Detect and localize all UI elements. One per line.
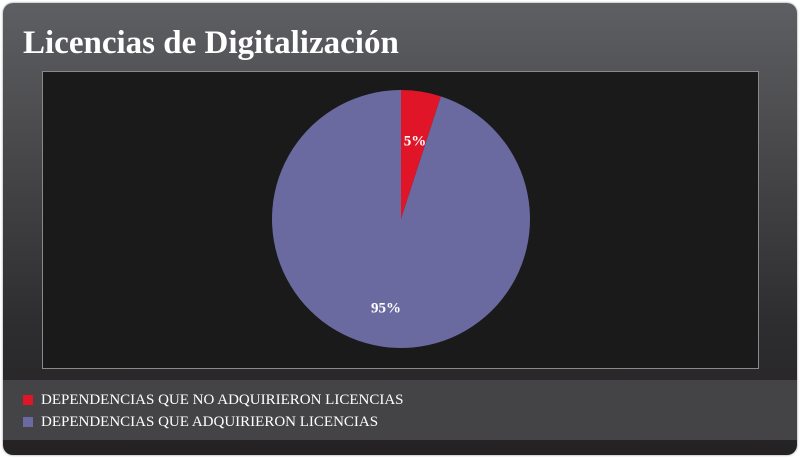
legend-swatch-no-adquirieron — [23, 395, 33, 405]
pie-label-no-adquirieron: 5% — [404, 133, 427, 149]
legend-swatch-adquirieron — [23, 417, 33, 427]
pie-slice-adquirieron[interactable] — [272, 90, 530, 348]
legend: DEPENDENCIAS QUE NO ADQUIRIERON LICENCIA… — [3, 380, 797, 440]
pie-label-adquirieron: 95% — [371, 300, 401, 316]
legend-label-no-adquirieron: DEPENDENCIAS QUE NO ADQUIRIERON LICENCIA… — [41, 391, 404, 408]
chart-panel: Licencias de Digitalización 5% 95% DEPEND… — [3, 3, 797, 455]
pie-slice-no-adquirieron[interactable] — [401, 90, 441, 219]
legend-label-adquirieron: DEPENDENCIAS QUE ADQUIRIERON LICENCIAS — [41, 413, 379, 430]
pie-chart: 5% 95% — [272, 90, 530, 348]
legend-item-no-adquirieron[interactable]: DEPENDENCIAS QUE NO ADQUIRIERON LICENCIA… — [23, 390, 404, 410]
plot-area: 5% 95% — [42, 71, 759, 369]
legend-item-adquirieron[interactable]: DEPENDENCIAS QUE ADQUIRIERON LICENCIAS — [23, 412, 378, 432]
chart-title: Licencias de Digitalización — [23, 25, 399, 61]
